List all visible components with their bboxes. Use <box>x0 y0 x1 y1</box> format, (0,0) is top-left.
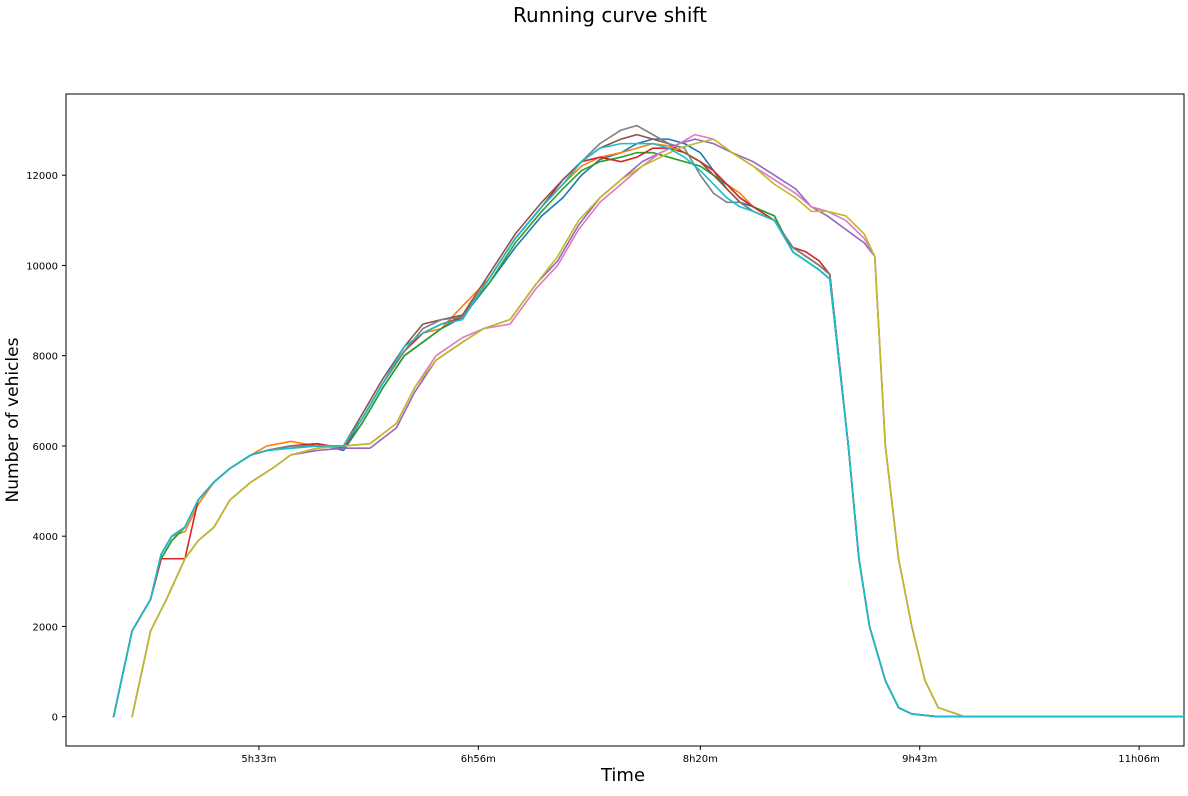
series-line-1 <box>112 138 1185 718</box>
series-line-2 <box>112 142 1185 718</box>
x-tick-label: 9h43m <box>902 754 937 765</box>
chart-title: Running curve shift <box>513 3 707 27</box>
series-line-6 <box>112 133 1185 718</box>
x-axis-label: Time <box>600 765 645 786</box>
x-tick-label: 11h06m <box>1118 754 1160 765</box>
series-layer <box>112 124 1185 718</box>
y-axis: 0 2000 4000 6000 8000 10000 12000 <box>26 171 66 724</box>
series-line-10 <box>112 142 1185 718</box>
series-line-8 <box>112 124 1185 718</box>
plot-area-frame <box>65 93 1185 747</box>
y-tick-label: 6000 <box>33 442 58 453</box>
y-axis-label: Number of vehicles <box>3 337 23 502</box>
y-tick-label: 10000 <box>26 261 58 272</box>
y-tick-label: 8000 <box>33 352 58 363</box>
series-line-3 <box>112 151 1185 718</box>
x-tick-label: 5h33m <box>241 754 276 765</box>
y-tick-label: 0 <box>52 713 58 724</box>
series-line-5 <box>131 138 1185 718</box>
series-line-7 <box>131 133 1185 718</box>
series-line-9 <box>131 138 1185 718</box>
y-tick-label: 12000 <box>26 171 58 182</box>
series-line-4 <box>112 147 1185 718</box>
x-axis: 5h33m 6h56m 8h20m 9h43m 11h06m <box>241 746 1160 765</box>
x-tick-label: 8h20m <box>683 754 718 765</box>
x-tick-label: 6h56m <box>461 754 496 765</box>
y-tick-label: 4000 <box>33 532 58 543</box>
y-tick-label: 2000 <box>33 622 58 633</box>
